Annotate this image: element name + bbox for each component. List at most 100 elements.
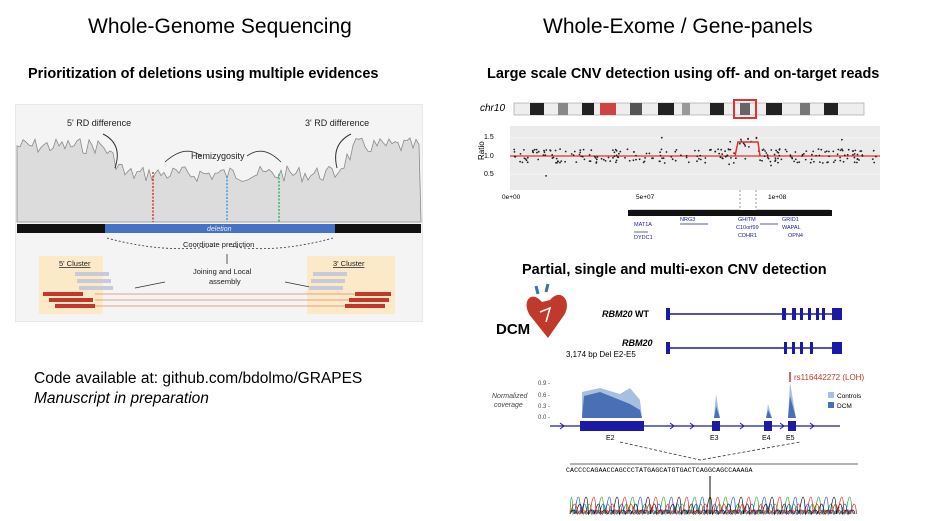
exon-e5: E5 (786, 435, 795, 442)
cnv-point (595, 162, 598, 164)
cnv-point (841, 148, 843, 151)
cnv-point (578, 153, 581, 156)
cnv-point (537, 150, 540, 153)
cnv-point (729, 148, 732, 151)
cnv-point (839, 159, 842, 162)
cnv-points (513, 136, 877, 177)
legend-controls: Controls (837, 393, 862, 400)
xtick-1: 0e+00 (502, 194, 521, 201)
deletion-label: deletion (207, 226, 232, 233)
cnv-point (812, 150, 815, 153)
cnv-point (588, 154, 591, 156)
cnv-point (856, 161, 858, 164)
cnv-point (535, 148, 538, 151)
cnv-point (856, 153, 859, 156)
cnv-point (839, 156, 841, 159)
cnv-point (560, 160, 563, 162)
cnv-point (513, 151, 516, 153)
cnv-point (699, 154, 702, 157)
cnv-point (861, 155, 864, 157)
cnv-point (761, 149, 764, 151)
right-subtitle-1: Large scale CNV detection using off- and… (487, 66, 880, 82)
cnv-point (747, 138, 749, 140)
cnv-point (645, 152, 648, 155)
cnv-point (839, 149, 842, 152)
cnv-point (526, 161, 529, 164)
cnv-point (730, 157, 732, 159)
gain-segment (734, 141, 761, 157)
gene-wapal: WAPAL (782, 225, 801, 231)
code-availability: Code available at: github.com/bdolmo/GRA… (34, 370, 363, 387)
cnv-point (853, 156, 856, 159)
cnv-point (847, 148, 850, 151)
cnv-point (644, 157, 646, 159)
cnv-point (619, 150, 622, 153)
cnv-point (791, 156, 793, 159)
cnv-point (718, 152, 721, 155)
cnv-point (763, 155, 766, 158)
cnv-point (615, 161, 617, 164)
cnv-point (733, 152, 735, 154)
cnv-point (717, 148, 719, 151)
cnv-point (513, 148, 516, 151)
cnv-point (626, 148, 629, 151)
gene1-label: RBM20 WT (602, 309, 650, 319)
cnv-point (721, 157, 724, 160)
rd5-label: 5' RD difference (67, 118, 131, 128)
cnv-point (827, 161, 829, 163)
norm-label-1: Normalized (492, 393, 529, 400)
cnv-point (755, 137, 758, 140)
cnv-point (519, 153, 522, 155)
cnv-point (615, 154, 618, 157)
cnv-point (740, 138, 742, 141)
cnv-point (694, 149, 696, 152)
cnv-point (719, 156, 722, 159)
cnv-point (659, 154, 662, 157)
cnv-point (674, 159, 677, 162)
chrom-label: chr10 (480, 103, 505, 114)
chromosome-ideogram (513, 99, 865, 119)
cnv-point (545, 175, 547, 177)
grapes-figure: 5' RD difference 3' RD difference Hemizy… (15, 104, 423, 322)
del-exons (666, 342, 842, 354)
cnv-point (732, 162, 735, 164)
cnv-point (828, 155, 830, 158)
cnv-point (804, 158, 807, 161)
cnv-point (543, 149, 545, 152)
cnv-point (793, 160, 795, 163)
cnv-point (776, 151, 779, 153)
cnv-point (600, 157, 603, 160)
cnv-point (699, 158, 702, 161)
cnv-point (837, 148, 840, 151)
rd5-arrow (102, 133, 118, 169)
assembly-label-2: assembly (209, 277, 241, 286)
cnv-point (775, 149, 777, 152)
deletion-bar (105, 224, 335, 233)
cnv-point (721, 153, 724, 155)
cnv-point (834, 159, 837, 162)
cnv-point (670, 156, 673, 158)
cnv-point (554, 149, 557, 152)
cnv-point (770, 164, 772, 167)
cnv-point (832, 161, 835, 163)
cnv-point (680, 154, 682, 157)
cnv-point (659, 151, 661, 154)
cnv-point (846, 157, 849, 160)
cnv-point (696, 160, 698, 163)
right-title: Whole-Exome / Gene-panels (543, 15, 813, 38)
cnv-point (613, 155, 616, 158)
cnv-point (628, 159, 631, 162)
heart-icon (526, 283, 567, 338)
cnv-point (614, 148, 617, 151)
cnv-point (852, 150, 854, 153)
cnv-point (595, 158, 598, 161)
cnv-point (777, 157, 779, 160)
cnv-point (820, 148, 823, 151)
cnv-point (543, 151, 546, 154)
cnv-point (531, 150, 534, 153)
zoom-region-bar (628, 210, 832, 216)
cnv-point (551, 157, 554, 159)
ytick-2: 1.0 (484, 153, 494, 160)
cnv-point (766, 154, 769, 156)
gene-c10orf99: C10orf99 (736, 225, 759, 231)
